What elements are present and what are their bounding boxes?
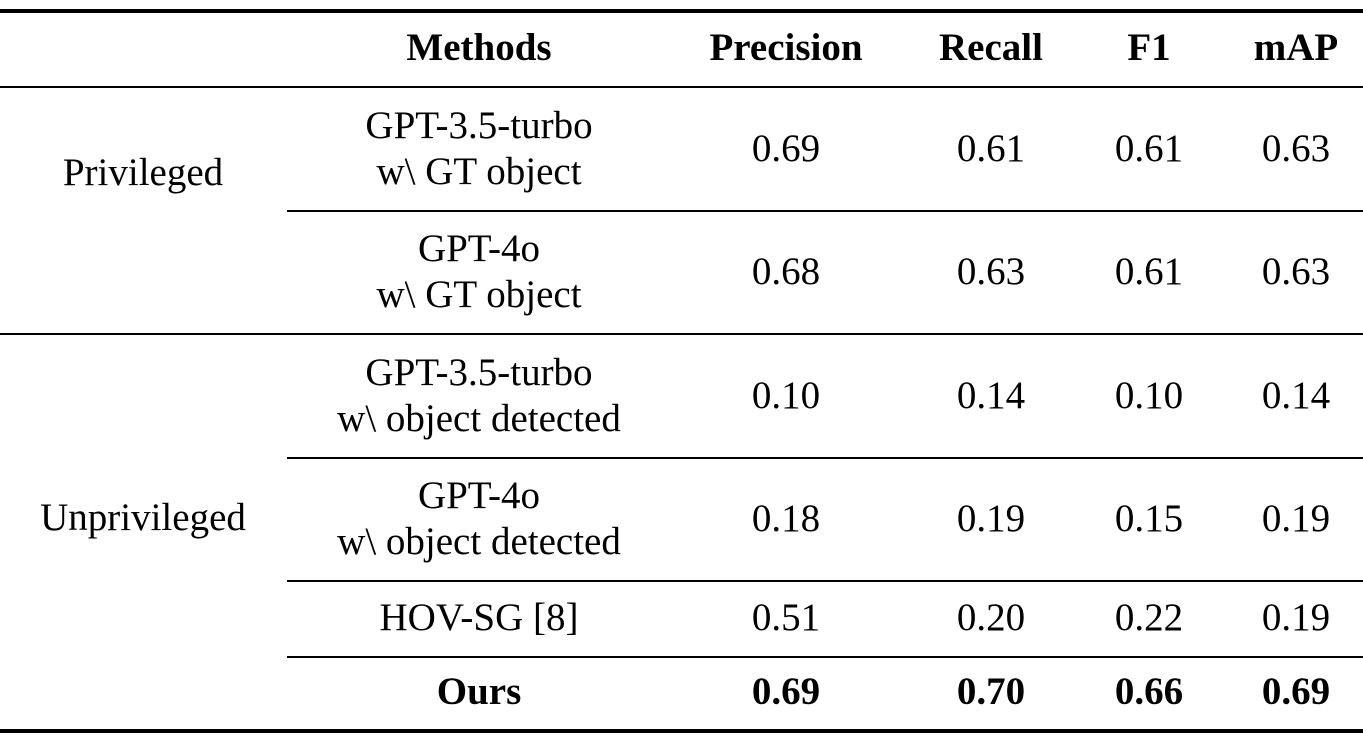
precision-value: 0.10	[751, 374, 821, 417]
method-detail: w\ object detected	[337, 397, 621, 440]
row-separator	[287, 656, 1363, 658]
header-methods: Methods	[406, 26, 552, 69]
precision-value: 0.69	[751, 670, 821, 713]
method-name: HOV-SG [8]	[379, 596, 579, 639]
bottom-rule	[0, 729, 1363, 733]
group-label-unprivileged: Unprivileged	[40, 496, 246, 539]
method-name: Ours	[436, 670, 522, 713]
map-value: 0.19	[1261, 497, 1331, 540]
recall-value: 0.20	[956, 596, 1026, 639]
f1-value: 0.22	[1114, 596, 1184, 639]
map-value: 0.19	[1261, 596, 1331, 639]
precision-value: 0.18	[751, 497, 821, 540]
recall-value: 0.19	[956, 497, 1026, 540]
method-name: GPT-3.5-turbo	[365, 104, 593, 147]
precision-value: 0.51	[751, 596, 821, 639]
f1-value: 0.15	[1114, 497, 1184, 540]
header-precision: Precision	[709, 26, 863, 69]
group-label-privileged: Privileged	[62, 151, 224, 194]
top-rule	[0, 9, 1363, 13]
method-name: GPT-3.5-turbo	[365, 351, 593, 394]
f1-value: 0.66	[1114, 670, 1184, 713]
method-detail: w\ GT object	[376, 150, 582, 193]
header-map: mAP	[1253, 26, 1339, 69]
f1-value: 0.10	[1114, 374, 1184, 417]
header-f1: F1	[1127, 26, 1171, 69]
map-value: 0.63	[1261, 127, 1331, 170]
precision-value: 0.69	[751, 127, 821, 170]
method-cell: GPT-4o w\ GT object	[376, 226, 581, 318]
precision-value: 0.68	[751, 250, 821, 293]
f1-value: 0.61	[1114, 250, 1184, 293]
method-cell: GPT-3.5-turbo w\ GT object	[365, 103, 592, 195]
method-name: GPT-4o	[417, 227, 541, 270]
method-detail: w\ GT object	[376, 273, 582, 316]
recall-value: 0.61	[956, 127, 1026, 170]
recall-value: 0.70	[956, 670, 1026, 713]
header-rule	[0, 86, 1363, 88]
row-separator	[287, 210, 1363, 212]
row-separator	[287, 457, 1363, 459]
map-value: 0.69	[1261, 670, 1331, 713]
f1-value: 0.61	[1114, 127, 1184, 170]
header-recall: Recall	[939, 26, 1043, 69]
method-cell: GPT-4o w\ object detected	[337, 473, 621, 565]
map-value: 0.14	[1261, 374, 1331, 417]
method-detail: w\ object detected	[337, 520, 621, 563]
recall-value: 0.14	[956, 374, 1026, 417]
map-value: 0.63	[1261, 250, 1331, 293]
row-separator	[287, 580, 1363, 582]
method-cell: GPT-3.5-turbo w\ object detected	[337, 350, 621, 442]
method-name: GPT-4o	[417, 474, 541, 517]
recall-value: 0.63	[956, 250, 1026, 293]
group-separator	[0, 333, 1363, 335]
